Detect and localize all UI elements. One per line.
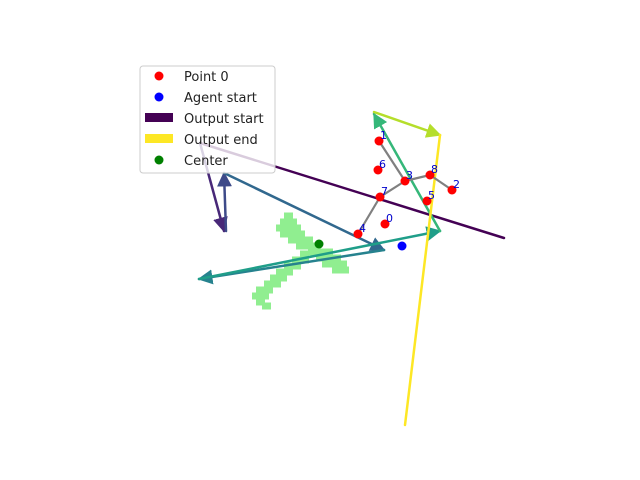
legend-swatch-point0 [154, 71, 164, 81]
waypoint-label-8: 8 [431, 163, 438, 176]
center-marker [314, 239, 324, 249]
legend-label-output-end: Output end [184, 133, 258, 148]
legend-label-output-start: Output start [184, 112, 264, 127]
region-cell [330, 260, 339, 268]
waypoint-label-6: 6 [379, 158, 386, 171]
waypoint-2 [447, 185, 457, 195]
region-cell [262, 302, 271, 310]
waypoint-label-0: 0 [386, 212, 393, 225]
waypoint-0 [380, 219, 390, 229]
waypoints: 0 1 2 3 4 5 6 7 8 [353, 129, 460, 239]
region-cell [292, 224, 301, 232]
legend: Point 0 Agent start Output start Output … [139, 65, 276, 174]
region-cell [300, 250, 309, 258]
waypoint-3 [400, 176, 410, 186]
waypoint-label-5: 5 [428, 189, 435, 202]
region-cell [264, 286, 273, 294]
region-cell [304, 236, 313, 244]
region-cell [288, 236, 297, 244]
special-markers [314, 239, 407, 251]
legend-swatch-output-start [145, 113, 173, 122]
region-cell [304, 242, 313, 250]
region-cell [316, 248, 325, 256]
waypoint-1 [374, 136, 384, 146]
region-shape [252, 212, 349, 310]
region-cell [278, 274, 287, 282]
region-cell [284, 212, 293, 220]
region-cell [288, 218, 297, 226]
region-cell [284, 268, 293, 276]
region-cell [276, 224, 285, 232]
trajectory-segment-7 [372, 110, 442, 138]
region-cell [252, 292, 261, 300]
region-cell [264, 280, 273, 288]
region-cell [340, 266, 349, 274]
legend-swatch-agent-start [154, 92, 164, 102]
region-cell [300, 256, 309, 264]
trajectory-segment-2 [216, 171, 232, 233]
region-cell [276, 268, 285, 276]
trajectory-segment-4 [197, 248, 386, 285]
waypoint-label-4: 4 [359, 222, 366, 235]
region-cell [296, 242, 305, 250]
region-cell [256, 298, 265, 306]
region-cell [296, 236, 305, 244]
waypoint-6 [373, 165, 383, 175]
waypoint-label-3: 3 [406, 169, 413, 182]
legend-label-center: Center [184, 154, 228, 169]
region-cell [256, 286, 265, 294]
trajectory-segment-5 [197, 226, 442, 281]
waypoint-5 [422, 196, 432, 206]
region-cell [270, 274, 279, 282]
legend-label-point0: Point 0 [184, 70, 229, 85]
trajectory-segment-8 [403, 133, 442, 427]
legend-label-agent-start: Agent start [184, 91, 257, 106]
region-cell [280, 230, 289, 238]
waypoint-label-1: 1 [380, 129, 387, 142]
waypoint-label-2: 2 [453, 178, 460, 191]
legend-frame [139, 65, 276, 174]
legend-swatch-output-end [145, 134, 173, 143]
region-cell [296, 230, 305, 238]
region-cell [280, 218, 289, 226]
trajectory-segment-6 [372, 112, 442, 233]
region-cell [316, 254, 325, 262]
region-cell [332, 266, 341, 274]
waypoint-8 [425, 170, 435, 180]
legend-swatch-center [154, 155, 164, 165]
region-cell [308, 248, 317, 256]
region-cell [284, 224, 293, 232]
region-cell [260, 292, 269, 300]
agent-start-marker [397, 241, 407, 251]
region-cell [322, 260, 331, 268]
region-cell [288, 230, 297, 238]
waypoint-label-7: 7 [381, 185, 388, 198]
waypoint-7 [375, 192, 385, 202]
region-cell [338, 260, 347, 268]
region-cell [272, 280, 281, 288]
region-cell [292, 262, 301, 270]
waypoint-4 [353, 229, 363, 239]
